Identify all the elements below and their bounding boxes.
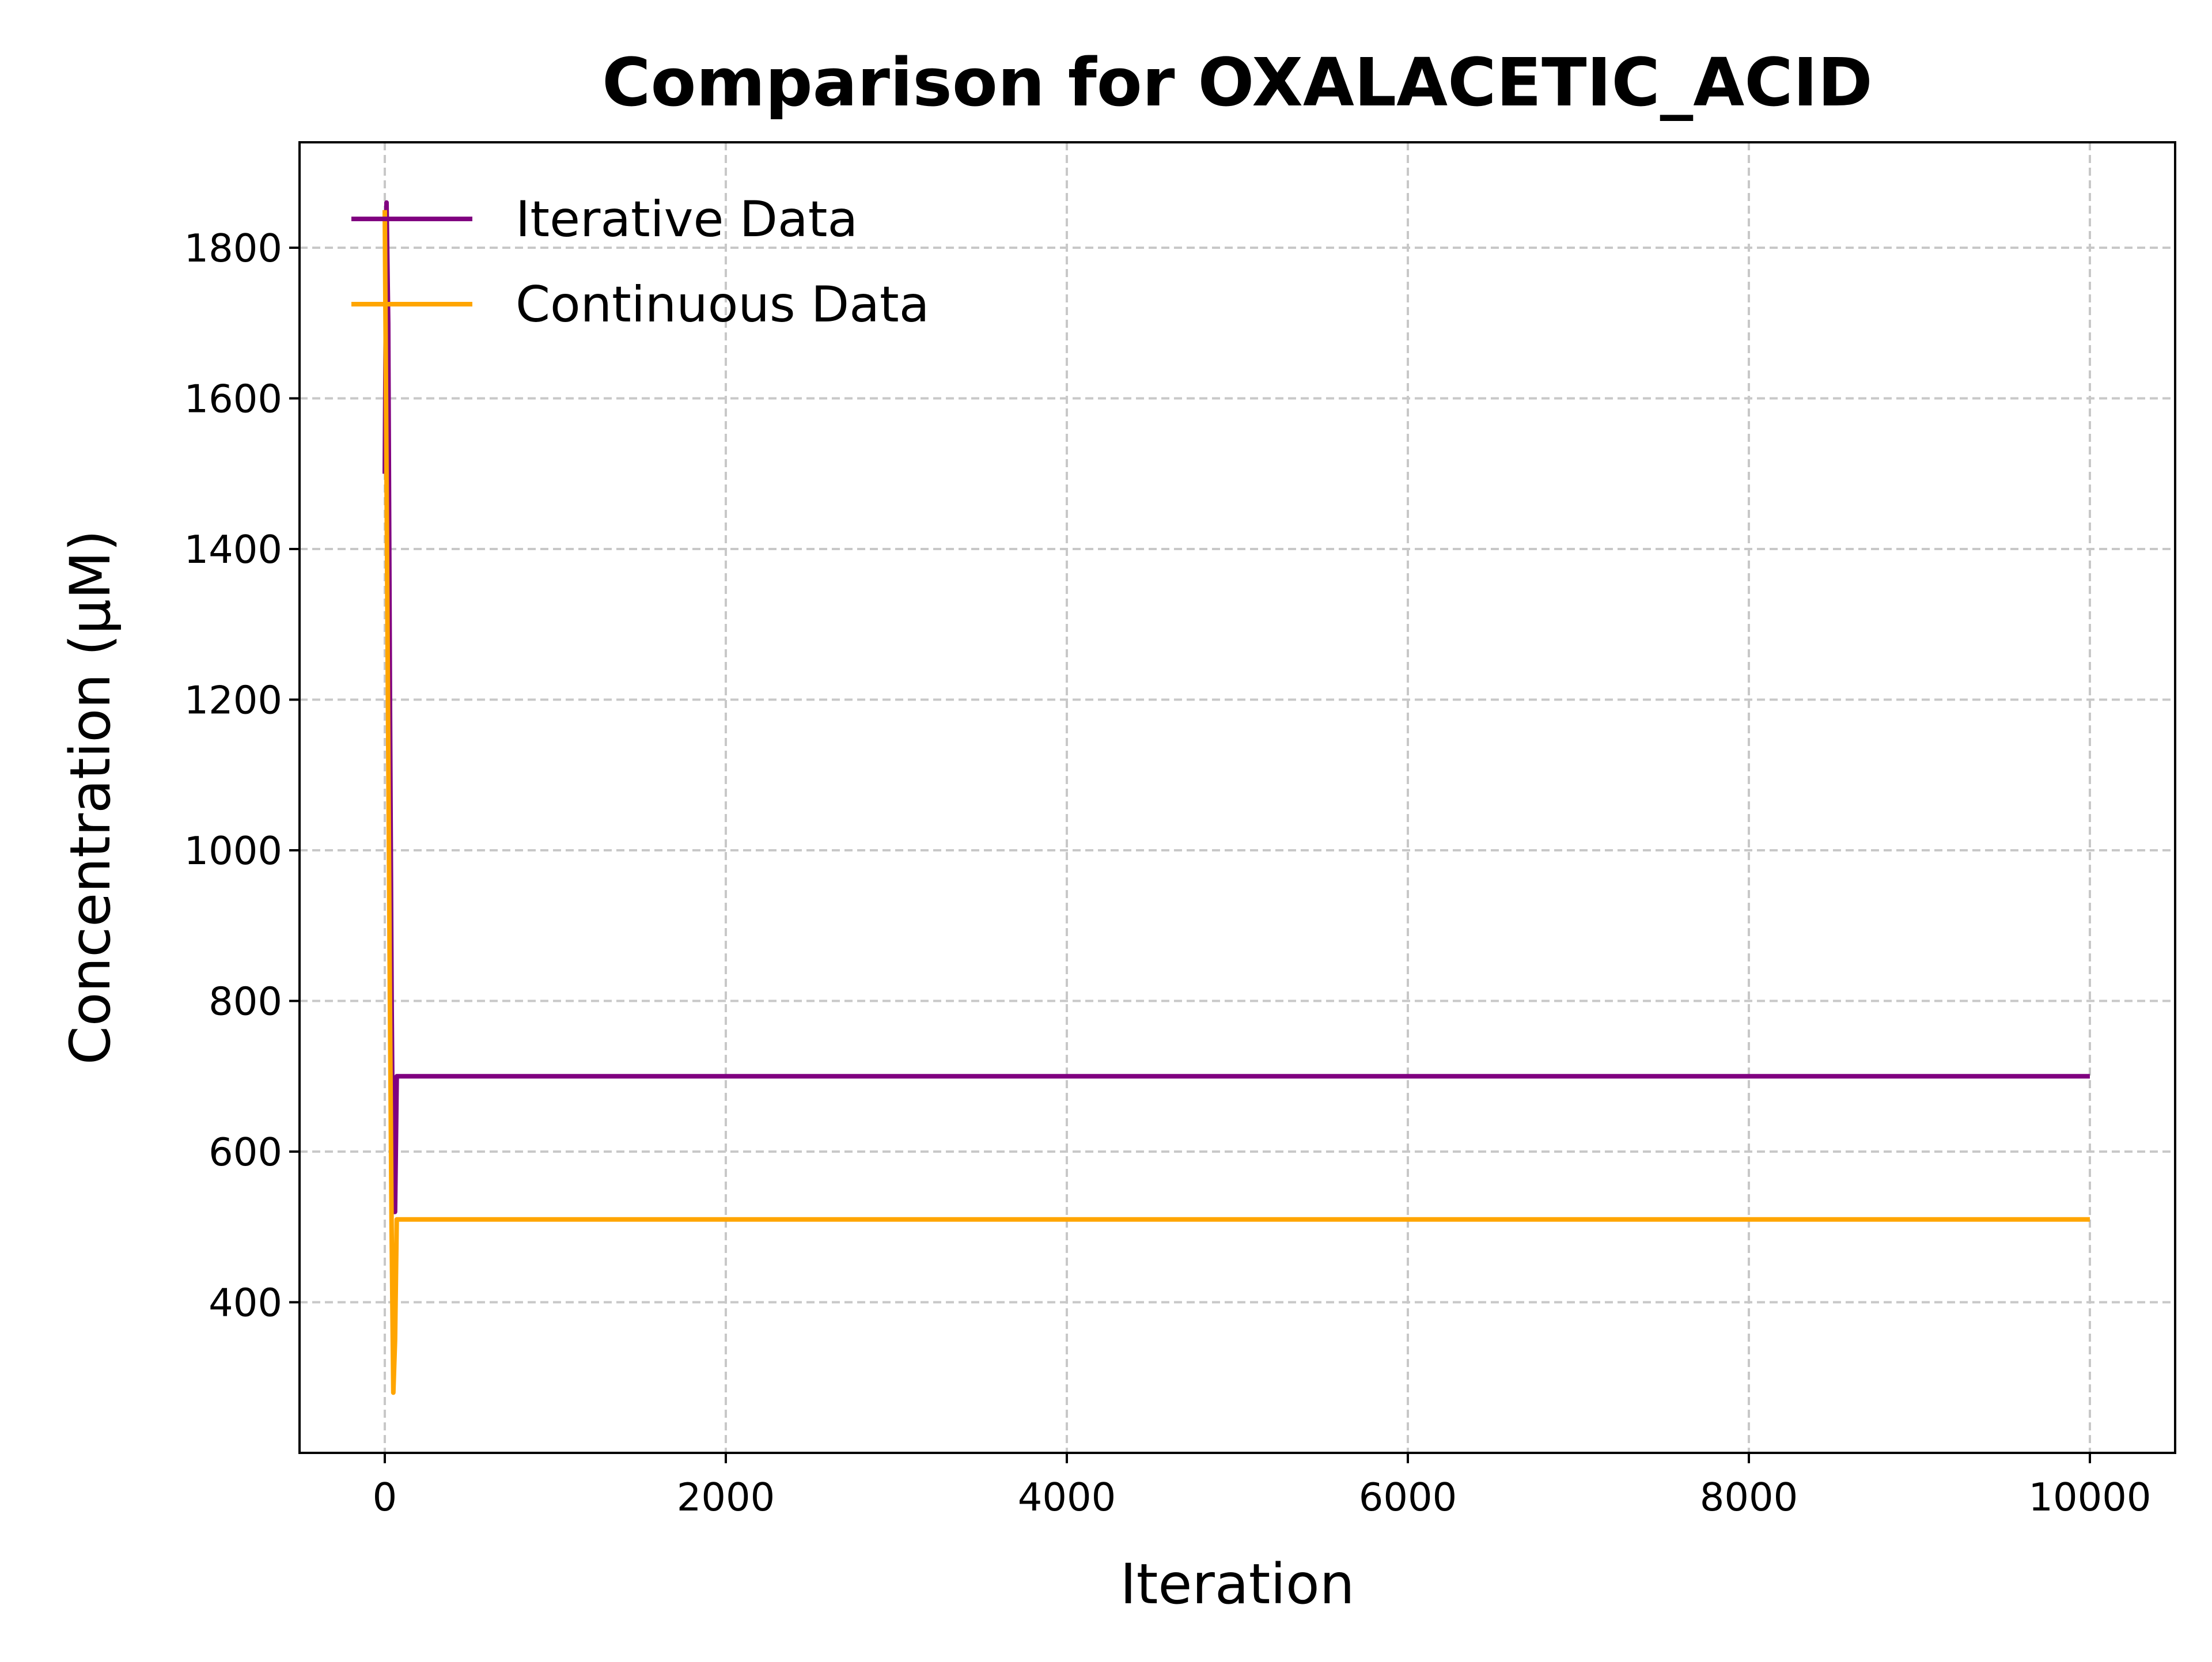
y-tick-label: 1600 xyxy=(184,377,282,422)
chart-title: Comparison for OXALACETIC_ACID xyxy=(602,44,1873,122)
grid xyxy=(300,142,2175,1453)
y-axis-label: Concentration (μM) xyxy=(58,530,123,1065)
legend-label-iterative-data: Iterative Data xyxy=(516,191,858,248)
x-tick-label: 10000 xyxy=(2028,1475,2151,1520)
y-tick-label: 400 xyxy=(209,1281,282,1326)
y-tick-label: 1400 xyxy=(184,527,282,572)
y-tick-label: 1200 xyxy=(184,678,282,723)
plot-area xyxy=(382,200,2090,1395)
axes-frame xyxy=(298,141,2176,1454)
x-axis-label: Iteration xyxy=(1120,1552,1354,1616)
y-tick-label: 800 xyxy=(209,979,282,1024)
x-tick-label: 8000 xyxy=(1700,1475,1798,1520)
x-tick-label: 2000 xyxy=(677,1475,775,1520)
axis-ticks: 0 2000 4000 6000 8000 10000 400 600 800 1000 1200 1… xyxy=(184,226,2151,1520)
series-line-continuous-data xyxy=(382,210,2090,1395)
x-tick-label: 4000 xyxy=(1018,1475,1116,1520)
legend-label-continuous-data: Continuous Data xyxy=(516,276,929,334)
x-tick-label: 6000 xyxy=(1359,1475,1457,1520)
y-tick-label: 1000 xyxy=(184,828,282,873)
legend: Iterative Data Continuous Data xyxy=(351,191,929,334)
y-tick-label: 1800 xyxy=(184,226,282,271)
y-tick-label: 600 xyxy=(209,1130,282,1175)
x-tick-label: 0 xyxy=(373,1475,397,1520)
